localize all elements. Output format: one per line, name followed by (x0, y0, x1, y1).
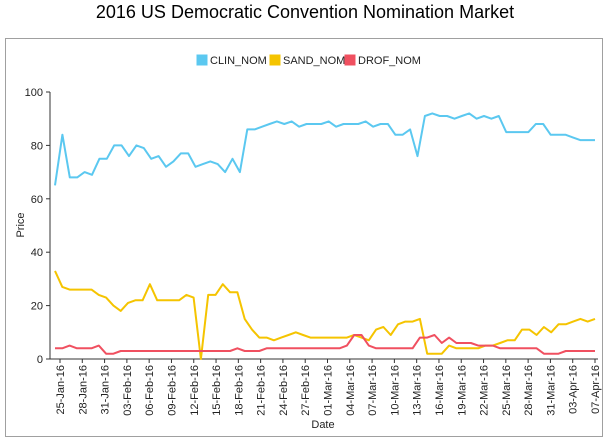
y-axis-ticks: 0 20 40 60 80 100 (25, 87, 50, 366)
x-tick-label: 22-Mar-16 (479, 365, 491, 416)
legend-swatch (269, 54, 281, 66)
legend-label: SAND_NOM (283, 55, 345, 67)
series-line-clin_nom (54, 112, 595, 186)
plot-area (49, 92, 598, 360)
x-tick-label: 06-Feb-16 (144, 365, 156, 416)
x-tick-label: 15-Feb-16 (211, 365, 223, 416)
y-axis-label: Price (15, 212, 27, 237)
x-tick-label: 31-Mar-16 (545, 365, 557, 416)
x-tick-label: 03-Feb-16 (122, 365, 134, 416)
chart-frame (5, 38, 603, 437)
legend-label: CLIN_NOM (210, 55, 267, 67)
x-tick-label: 07-Mar-16 (367, 365, 379, 416)
legend-swatch (344, 54, 356, 66)
x-tick-label: 21-Feb-16 (256, 365, 268, 416)
series-line-drof_nom (55, 334, 595, 355)
x-tick-label: 09-Feb-16 (166, 365, 178, 416)
legend-label: DROF_NOM (358, 55, 421, 67)
x-tick-label: 28-Jan-16 (77, 365, 89, 415)
chart-title: 2016 US Democratic Convention Nomination… (95, 2, 515, 22)
legend: CLIN_NOM SAND_NOM DROF_NOM (196, 54, 421, 67)
x-tick-label: 03-Apr-16 (568, 365, 580, 414)
y-tick-label: 60 (31, 194, 43, 206)
legend-swatch (196, 54, 208, 66)
x-tick-label: 01-Mar-16 (323, 365, 335, 416)
x-axis-label: Date (311, 419, 334, 431)
series-line-sand_nom (54, 270, 596, 360)
x-axis-ticks: 25-Jan-16 28-Jan-16 31-Jan-16 03-Feb-16 06-F… (55, 359, 602, 416)
x-tick-label: 27-Feb-16 (300, 365, 312, 416)
x-tick-label: 28-Mar-16 (523, 365, 535, 416)
x-tick-label: 10-Mar-16 (389, 365, 401, 416)
x-tick-label: 24-Feb-16 (278, 365, 290, 416)
y-tick-label: 40 (31, 247, 43, 259)
y-tick-label: 0 (37, 354, 43, 366)
x-tick-label: 25-Jan-16 (55, 365, 67, 415)
x-tick-label: 07-Apr-16 (590, 365, 602, 414)
y-tick-label: 20 (31, 301, 43, 313)
x-tick-label: 13-Mar-16 (412, 365, 424, 416)
y-tick-label: 80 (31, 140, 43, 152)
x-tick-label: 19-Mar-16 (456, 365, 468, 416)
x-tick-label: 31-Jan-16 (100, 365, 112, 415)
x-tick-label: 25-Mar-16 (501, 365, 513, 416)
x-tick-label: 18-Feb-16 (233, 365, 245, 416)
y-tick-label: 100 (25, 87, 43, 99)
x-tick-label: 16-Mar-16 (434, 365, 446, 416)
x-tick-label: 12-Feb-16 (189, 365, 201, 416)
x-tick-label: 04-Mar-16 (345, 365, 357, 416)
